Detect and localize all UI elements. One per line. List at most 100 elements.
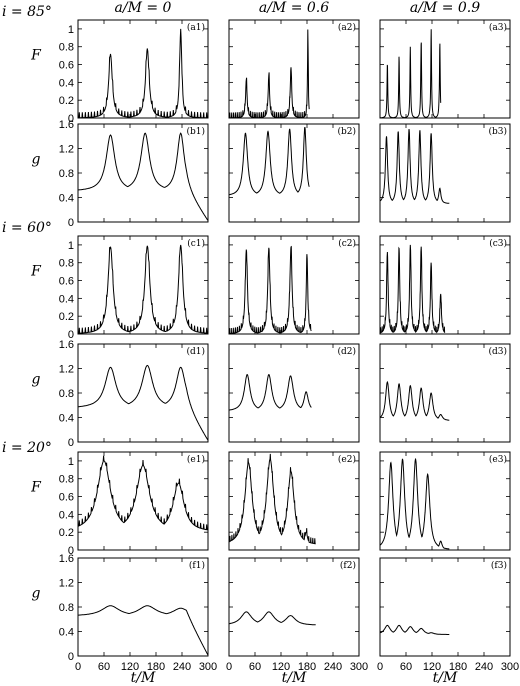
y-tick-label: 0.6	[59, 60, 74, 72]
y-tick-label: 0.8	[59, 474, 74, 486]
y-tick-label: 0.8	[59, 258, 74, 270]
panel-label: (c2)	[338, 238, 356, 249]
y-tick-label: 0	[68, 545, 74, 557]
y-tick-label: 0.8	[59, 168, 74, 180]
panel-f3: 0 60 120 180 240 300 (f3)	[377, 557, 519, 673]
x-tick-label: 300	[199, 661, 217, 673]
y-tick-label: 0.8	[59, 388, 74, 400]
series-line	[229, 245, 312, 335]
panel-c2: (c2)	[228, 235, 360, 335]
series-line	[228, 374, 312, 442]
panel-frame	[228, 557, 360, 657]
panel-frame	[77, 235, 209, 335]
x-tick-label: 60	[98, 661, 110, 673]
x-tick-label: 60	[400, 661, 412, 673]
panel-frame	[379, 235, 511, 335]
panel-label: (b1)	[186, 126, 205, 137]
panel-label: (b3)	[488, 126, 507, 137]
inclination-label: i = 20°	[2, 440, 52, 456]
series-line	[379, 244, 446, 334]
y-tick-label: 0	[68, 329, 74, 341]
y-tick-label: 1	[68, 240, 74, 252]
y-tick-label: 1.6	[59, 553, 74, 565]
x-tick-label: 180	[147, 661, 165, 673]
panel-label: (f3)	[491, 560, 507, 571]
panel-f2: 0 60 120 180 240 300 (f2)	[226, 557, 368, 673]
y-tick-label: 1	[68, 456, 74, 468]
x-axis-label: t/M	[131, 670, 156, 686]
panel-frame	[228, 451, 360, 551]
series-line	[379, 129, 450, 222]
x-tick-label: 0	[377, 661, 383, 673]
x-tick-label: 300	[350, 661, 368, 673]
y-tick-label: 0	[68, 651, 74, 663]
y-axis-label: F	[30, 47, 42, 63]
x-tick-label: 240	[324, 661, 342, 673]
panel-b3: (b3)	[379, 123, 511, 223]
panel-e3: (e3)	[379, 451, 511, 551]
inclination-label: i = 60°	[2, 220, 52, 236]
panel-label: (d1)	[186, 346, 205, 357]
panel-a1: 0 0.2 0.4 0.6 0.8 1 F (a1)	[30, 19, 209, 125]
panel-label: (e3)	[489, 454, 507, 465]
y-axis-label: g	[32, 151, 41, 167]
panel-frame	[77, 343, 209, 443]
x-tick-label: 0	[75, 661, 81, 673]
panel-e2: (e2)	[228, 451, 360, 551]
y-tick-label: 0.4	[59, 509, 74, 521]
panel-label: (b2)	[337, 126, 356, 137]
panel-frame	[379, 451, 511, 551]
y-axis-label: F	[30, 479, 42, 495]
series-line	[379, 380, 450, 442]
column-header: a/M = 0.6	[259, 0, 329, 16]
panel-a2: (a2)	[228, 19, 360, 119]
x-axis-label: t/M	[282, 670, 307, 686]
series-line	[228, 453, 316, 545]
y-tick-label: 1.2	[59, 578, 74, 590]
panel-label: (e2)	[338, 454, 356, 465]
panel-label: (f1)	[189, 560, 205, 571]
y-tick-label: 0.4	[59, 293, 74, 305]
series-line	[77, 132, 209, 222]
series-line	[229, 29, 310, 119]
x-tick-label: 0	[226, 661, 232, 673]
panel-b2: (b2)	[228, 123, 360, 223]
panel-c3: (c3)	[379, 235, 511, 335]
panel-frame	[228, 19, 360, 119]
panel-label: (a3)	[489, 22, 507, 33]
y-tick-label: 1.2	[59, 364, 74, 376]
series-line	[380, 29, 442, 119]
x-tick-label: 240	[475, 661, 493, 673]
y-tick-label: 0.4	[59, 193, 74, 205]
y-tick-label: 1	[68, 24, 74, 36]
y-tick-label: 0.4	[59, 413, 74, 425]
series-line	[78, 28, 208, 119]
panel-f1: 0 0.4 0.8 1.2 1.6 0 60 120 180 240 300 g (f1)	[32, 553, 218, 673]
panel-frame	[379, 557, 511, 657]
panel-grid: 0 0.2 0.4 0.6 0.8 1 F (a1) (a2) (a3) 0 0.4 0.8 1.2 1.6…	[30, 19, 519, 673]
x-tick-label: 120	[272, 661, 290, 673]
y-tick-label: 0.8	[59, 602, 74, 614]
panel-label: (d2)	[337, 346, 356, 357]
panel-label: (e1)	[187, 454, 205, 465]
y-tick-label: 1.6	[59, 339, 74, 351]
y-tick-label: 1.6	[59, 119, 74, 131]
series-line	[77, 605, 209, 656]
y-tick-label: 0	[68, 437, 74, 449]
panel-label: (a1)	[187, 22, 205, 33]
series-line	[77, 364, 209, 442]
x-tick-label: 300	[501, 661, 519, 673]
panel-frame	[77, 19, 209, 119]
x-tick-label: 240	[173, 661, 191, 673]
y-tick-label: 0.6	[59, 276, 74, 288]
series-line	[379, 624, 450, 656]
series-line	[228, 126, 310, 222]
panel-label: (c1)	[187, 238, 205, 249]
panel-d3: (d3)	[379, 343, 511, 443]
y-tick-label: 0	[68, 113, 74, 125]
x-tick-label: 180	[449, 661, 467, 673]
y-tick-label: 0.4	[59, 77, 74, 89]
column-header: a/M = 0	[115, 0, 172, 16]
y-tick-label: 0.6	[59, 492, 74, 504]
